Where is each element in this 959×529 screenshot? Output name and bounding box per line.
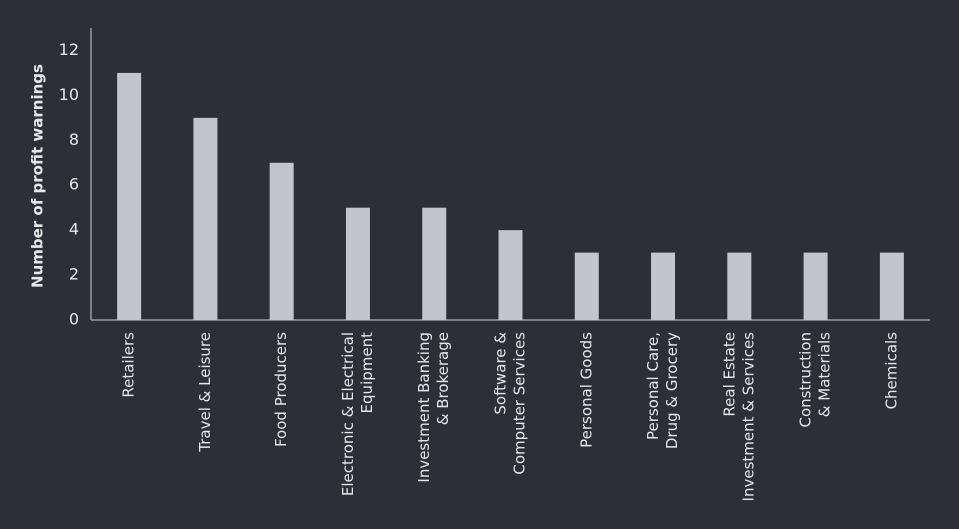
x-tick-label-line: Software & <box>492 332 510 415</box>
x-tick-label-line: Equipment <box>358 332 376 414</box>
x-tick-label: Travel & Leisure <box>196 332 214 453</box>
y-tick-label: 6 <box>69 175 79 194</box>
x-tick-label-line: Investment & Services <box>739 332 757 502</box>
x-tick-label: Software & Computer Services <box>492 332 529 475</box>
x-tick-label-line: Travel & Leisure <box>196 332 214 453</box>
x-tick-label-line: Investment Banking <box>415 332 433 483</box>
x-tick-label-line: & Materials <box>816 332 834 417</box>
x-tick-label-line: Real Estate <box>720 332 738 417</box>
bar <box>651 252 676 320</box>
x-tick-label: Real Estate Investment & Services <box>720 332 757 502</box>
y-axis-ticks: 0 2 4 6 8 10 12 <box>59 40 79 329</box>
x-tick-label-line: Drug & Grocery <box>663 332 681 449</box>
x-tick-label: Personal Care, Drug & Grocery <box>644 332 681 449</box>
y-tick-label: 2 <box>69 265 79 284</box>
x-tick-label: Electronic & Electrical Equipment <box>339 332 376 496</box>
bar <box>574 252 599 320</box>
bar <box>345 207 370 320</box>
bar <box>879 252 904 320</box>
x-tick-label: Retailers <box>120 332 138 398</box>
y-tick-label: 0 <box>69 310 79 329</box>
x-tick-label-line: Chemicals <box>882 332 900 410</box>
y-tick-label: 4 <box>69 220 79 239</box>
x-tick-label-line: & Brokerage <box>434 332 452 425</box>
bar <box>269 162 294 320</box>
x-tick-label: Investment Banking & Brokerage <box>415 332 452 483</box>
x-tick-label: Food Producers <box>272 332 290 447</box>
y-axis-title: Number of profit warnings <box>29 64 47 288</box>
x-axis-labels: Retailers Travel & Leisure Food Producers E… <box>120 332 901 502</box>
x-tick-label-line: Personal Care, <box>644 332 662 440</box>
bar <box>727 252 752 320</box>
bars <box>117 72 904 320</box>
x-tick-label: Chemicals <box>882 332 900 410</box>
y-tick-label: 12 <box>59 40 79 59</box>
y-tick-label: 8 <box>69 130 79 149</box>
x-tick-label-line: Electronic & Electrical <box>339 332 357 496</box>
bar <box>193 117 218 320</box>
bar <box>498 230 523 320</box>
x-tick-label: Construction & Materials <box>797 332 834 428</box>
bar <box>117 72 142 320</box>
x-tick-label-line: Personal Goods <box>577 332 595 448</box>
bar <box>803 252 828 320</box>
bar <box>422 207 447 320</box>
x-tick-label-line: Computer Services <box>511 332 529 475</box>
y-tick-label: 10 <box>59 85 79 104</box>
x-tick-label-line: Retailers <box>120 332 138 398</box>
x-tick-label-line: Construction <box>797 332 815 428</box>
x-tick-label: Personal Goods <box>577 332 595 448</box>
x-tick-label-line: Food Producers <box>272 332 290 447</box>
